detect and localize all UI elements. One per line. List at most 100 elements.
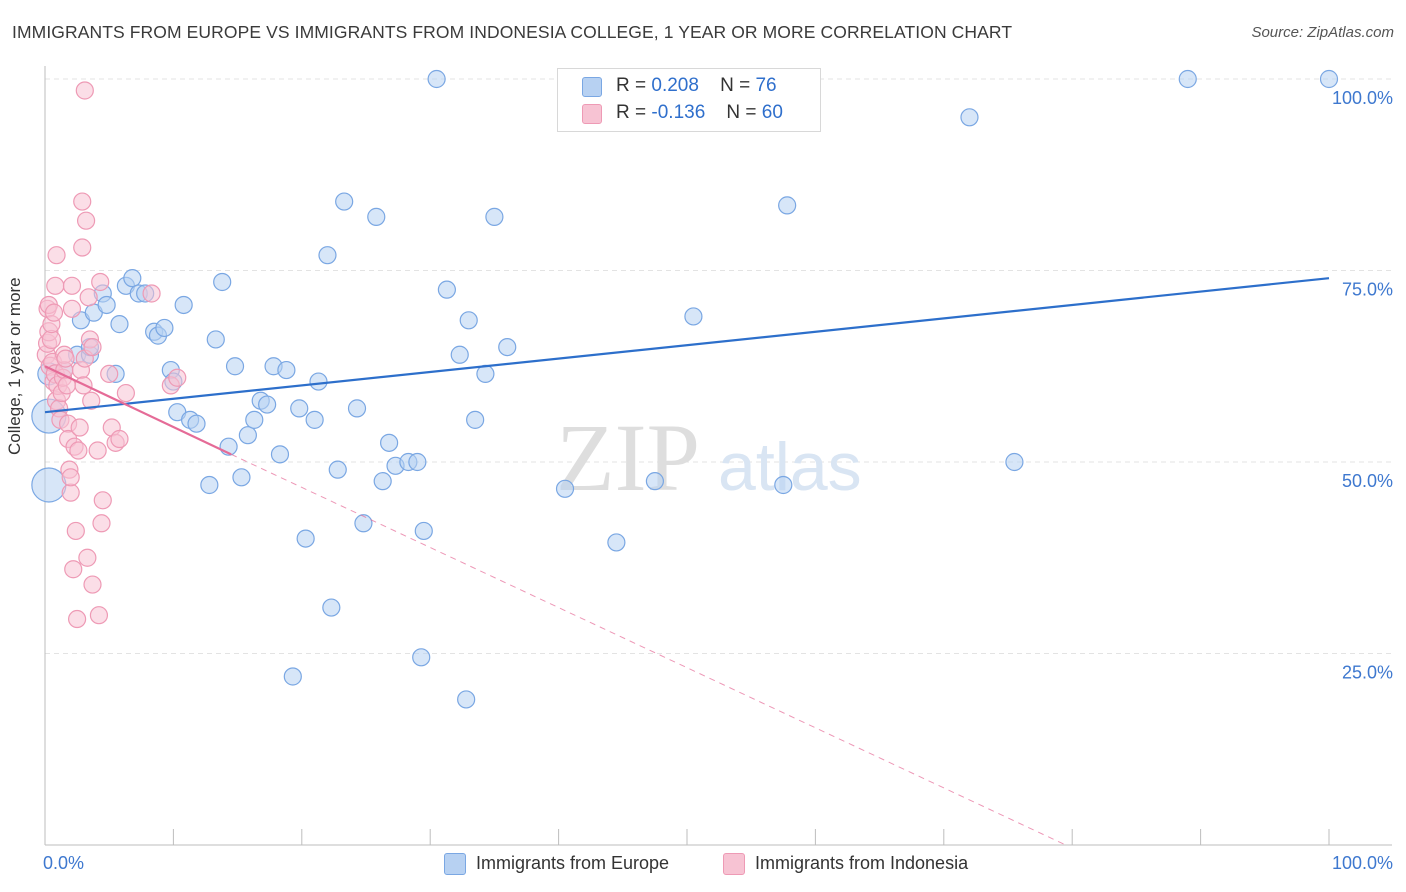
data-point-indonesia xyxy=(73,238,92,257)
legend-n-label-europe: N = xyxy=(720,75,751,96)
data-point-indonesia xyxy=(44,303,64,322)
data-point-europe xyxy=(373,472,392,491)
data-point-europe xyxy=(296,529,315,548)
data-point-europe xyxy=(187,414,206,433)
y-tick-label: 100.0% xyxy=(1332,88,1393,108)
data-point-europe xyxy=(427,69,446,89)
data-point-indonesia xyxy=(110,429,129,449)
trendline-europe xyxy=(44,277,1330,414)
data-point-indonesia xyxy=(62,276,82,295)
watermark-atlas: atlas xyxy=(718,429,862,505)
gridlines xyxy=(45,78,1392,654)
data-point-europe xyxy=(347,399,367,418)
series-legend-swatch-europe xyxy=(444,853,466,875)
data-point-indonesia xyxy=(66,521,85,541)
legend-n-value-europe: 76 xyxy=(755,75,777,96)
trendline-indonesia-extension xyxy=(230,453,1066,846)
data-point-europe xyxy=(322,598,341,617)
series-legend-swatch-indonesia xyxy=(723,853,745,875)
data-point-europe xyxy=(459,311,478,330)
data-point-europe xyxy=(354,514,373,533)
data-point-europe xyxy=(466,410,485,429)
data-point-indonesia xyxy=(70,418,89,437)
tick-labels: 25.0% 50.0% 75.0% 100.0% 0.0% 100.0% xyxy=(43,88,1393,873)
data-point-europe xyxy=(213,272,232,292)
data-point-europe xyxy=(31,467,67,503)
data-point-indonesia xyxy=(88,441,107,460)
data-point-europe xyxy=(290,399,309,418)
data-point-europe xyxy=(225,357,245,376)
legend-r-label-indonesia: R = xyxy=(616,102,647,123)
x-tick-label: 0.0% xyxy=(43,853,84,873)
data-point-indonesia xyxy=(76,211,96,230)
watermark: ZIP atlas xyxy=(556,404,862,511)
data-point-europe xyxy=(277,360,296,380)
data-point-europe xyxy=(1178,69,1197,89)
data-point-europe xyxy=(555,479,575,498)
chart-title: IMMIGRANTS FROM EUROPE VS IMMIGRANTS FRO… xyxy=(12,22,1013,42)
data-point-europe xyxy=(283,667,302,686)
data-point-europe xyxy=(155,318,174,338)
data-point-europe xyxy=(110,315,129,334)
data-point-europe xyxy=(607,533,626,552)
watermark-zip: ZIP xyxy=(556,404,700,511)
data-point-europe xyxy=(238,426,257,445)
points-indonesia xyxy=(36,81,187,629)
data-point-europe xyxy=(437,280,456,299)
data-point-indonesia xyxy=(100,364,119,384)
data-point-europe xyxy=(684,307,703,326)
data-point-europe xyxy=(457,690,476,709)
data-point-europe xyxy=(645,472,665,491)
data-point-indonesia xyxy=(61,483,80,502)
data-point-indonesia xyxy=(89,606,109,625)
data-point-indonesia xyxy=(91,272,110,292)
legend-n-value-indonesia: 60 xyxy=(761,102,783,123)
data-point-europe xyxy=(476,364,495,384)
data-point-europe xyxy=(245,410,264,429)
data-point-europe xyxy=(1005,452,1024,472)
data-point-indonesia xyxy=(61,468,80,487)
legend-r-label-europe: R = xyxy=(616,75,647,96)
data-point-europe xyxy=(408,452,427,472)
data-point-indonesia xyxy=(168,368,187,387)
trendline-indonesia xyxy=(44,365,232,456)
trendlines xyxy=(44,277,1330,846)
data-point-europe xyxy=(206,330,225,349)
data-point-europe xyxy=(367,207,386,226)
data-point-europe xyxy=(174,295,193,315)
source-label: Source: ZipAtlas.com xyxy=(1251,24,1394,41)
axes xyxy=(44,66,1392,846)
data-point-indonesia xyxy=(92,514,111,533)
legend-r-value-europe: 0.208 xyxy=(651,75,699,96)
series-legend-label-europe: Immigrants from Europe xyxy=(476,853,670,873)
data-point-europe xyxy=(270,445,290,464)
series-legend-label-indonesia: Immigrants from Indonesia xyxy=(755,853,969,873)
data-point-europe xyxy=(309,372,328,391)
data-point-indonesia xyxy=(73,192,92,211)
data-point-europe xyxy=(485,207,504,226)
data-point-europe xyxy=(200,475,219,495)
data-point-europe xyxy=(305,410,324,429)
data-point-indonesia xyxy=(64,560,83,579)
y-tick-label: 75.0% xyxy=(1342,280,1393,300)
data-point-indonesia xyxy=(62,299,82,318)
legend-stats-indonesia: R = -0.136 N = 60 xyxy=(616,102,783,124)
data-point-indonesia xyxy=(83,575,102,594)
data-point-indonesia xyxy=(93,491,112,510)
legend-swatch-europe xyxy=(582,77,602,97)
x-tick-label: 100.0% xyxy=(1332,853,1393,873)
legend-stats-europe: R = 0.208 N = 76 xyxy=(616,75,777,97)
data-point-europe xyxy=(498,338,517,357)
data-point-indonesia xyxy=(75,81,94,100)
y-tick-label: 50.0% xyxy=(1342,471,1393,491)
data-point-indonesia xyxy=(78,548,97,567)
data-point-indonesia xyxy=(82,391,101,410)
legend-swatch-indonesia xyxy=(582,104,602,124)
data-point-indonesia xyxy=(46,276,65,295)
data-point-europe xyxy=(335,192,354,211)
legend-r-value-indonesia: -0.136 xyxy=(651,102,706,123)
points-europe xyxy=(31,69,1339,709)
data-point-indonesia xyxy=(79,288,98,307)
data-point-europe xyxy=(774,475,793,495)
